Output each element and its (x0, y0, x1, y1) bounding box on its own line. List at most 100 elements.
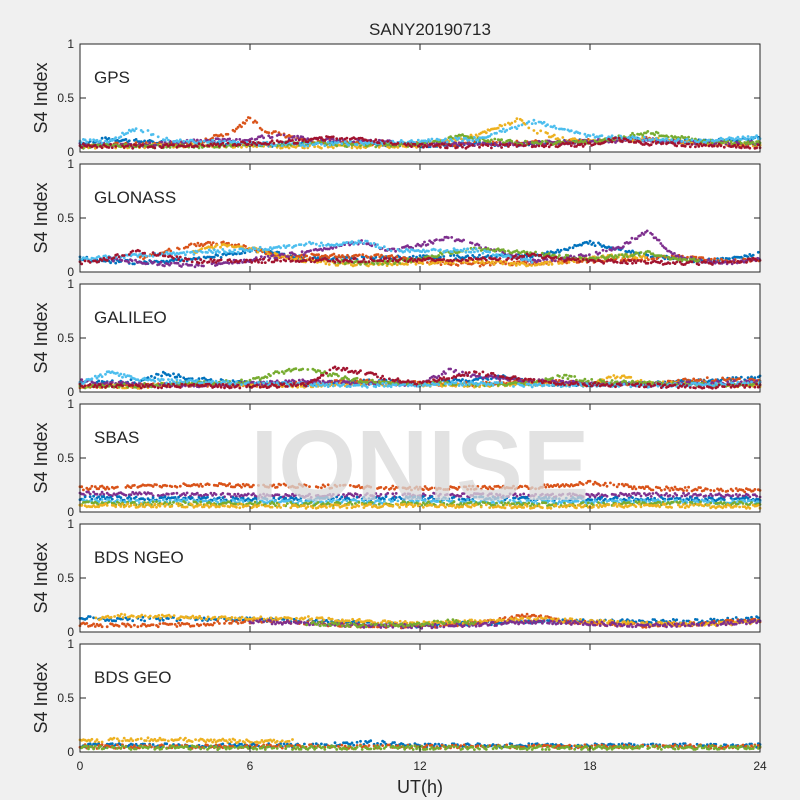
data-point-gps (466, 135, 469, 139)
data-point-gps (430, 137, 434, 141)
data-point-gps (580, 142, 583, 146)
data-point-gps (614, 136, 617, 140)
data-point-gps (467, 138, 471, 142)
data-point-glonass (639, 251, 643, 254)
data-point-glonass (488, 250, 492, 254)
data-point-gps (554, 126, 558, 130)
data-point-glonass (178, 255, 182, 259)
data-point-gps (218, 139, 221, 143)
data-point-gps (240, 125, 243, 129)
data-point-glonass (287, 244, 291, 247)
data-point-glonass (233, 248, 237, 252)
data-point-glonass (212, 255, 216, 259)
data-point-gps (508, 143, 512, 147)
data-point-gps (199, 140, 203, 144)
data-point-glonass (219, 258, 223, 262)
data-point-glonass (275, 252, 278, 256)
data-point-gps (211, 136, 215, 140)
data-point-gps (133, 129, 136, 133)
data-point-gps (323, 141, 327, 145)
data-point-gps (615, 139, 619, 143)
data-point-glonass (181, 263, 185, 266)
data-point-gps (552, 124, 556, 128)
data-point-glonass (442, 255, 446, 258)
data-point-gps (469, 133, 473, 137)
data-point-galileo (175, 375, 179, 379)
data-point-glonass (202, 259, 206, 263)
data-point-glonass (739, 260, 743, 264)
data-point-gps (206, 138, 209, 142)
data-point-gps (296, 134, 299, 138)
data-point-gps (685, 137, 689, 141)
data-point-gps (250, 137, 254, 141)
data-point-gps (610, 140, 614, 144)
data-point-glonass (406, 263, 409, 266)
data-point-gps (151, 133, 155, 136)
data-point-glonass (186, 245, 190, 249)
data-point-glonass (450, 250, 454, 254)
data-point-gps (721, 141, 724, 145)
data-point-glonass (309, 249, 312, 253)
data-point-gps (260, 134, 264, 138)
data-point-glonass (576, 257, 580, 261)
data-point-gps (721, 137, 724, 141)
data-point-gps (644, 138, 648, 142)
data-point-glonass (704, 260, 707, 264)
data-point-gps (534, 122, 537, 125)
data-point-gps (755, 134, 758, 138)
data-point-gps (428, 139, 432, 143)
data-point-gps (697, 145, 701, 148)
data-point-glonass (200, 247, 204, 251)
data-point-gps (340, 137, 344, 140)
data-point-gps (670, 138, 673, 142)
data-point-glonass (345, 241, 349, 244)
data-point-gps (724, 141, 728, 144)
data-point-glonass (450, 236, 454, 239)
data-point-glonass (605, 249, 608, 253)
data-point-glonass (262, 257, 265, 261)
data-point-gps (751, 141, 755, 144)
data-point-gps (675, 144, 679, 148)
data-point-gps (233, 140, 237, 144)
data-point-glonass (423, 240, 426, 244)
data-point-gps (270, 135, 274, 139)
data-point-gps (471, 139, 475, 143)
data-point-gps (347, 143, 350, 147)
data-point-glonass (359, 263, 362, 266)
data-point-glonass (469, 250, 473, 254)
data-point-glonass (211, 241, 215, 245)
data-point-gps (119, 135, 123, 139)
data-point-glonass (452, 258, 456, 262)
data-point-gps (297, 138, 301, 142)
data-point-glonass (554, 250, 558, 254)
data-point-gps (280, 146, 284, 150)
data-point-gps (583, 142, 587, 146)
data-point-glonass (131, 249, 135, 253)
data-point-glonass (503, 250, 507, 253)
data-point-gps (445, 140, 449, 144)
data-point-gps (653, 133, 656, 137)
data-point-gps (233, 129, 237, 133)
data-point-glonass (127, 261, 131, 264)
data-point-gps (532, 118, 536, 122)
data-point-gps (246, 142, 250, 146)
data-point-gps (474, 133, 478, 137)
data-point-glonass (109, 261, 112, 265)
data-point-glonass (267, 258, 271, 262)
data-point-gps (396, 141, 400, 145)
data-point-glonass (439, 248, 442, 252)
data-point-gps (207, 144, 211, 148)
data-point-glonass (476, 249, 480, 253)
data-point-gps (386, 140, 390, 143)
data-point-glonass (431, 241, 435, 245)
data-point-gps (442, 142, 446, 146)
data-point-gps (524, 139, 527, 143)
data-point-glonass (464, 250, 468, 254)
data-point-gps (593, 142, 597, 146)
data-point-gps (303, 144, 306, 148)
data-point-gps (287, 146, 291, 150)
data-point-glonass (728, 257, 731, 261)
data-point-gps (457, 136, 461, 140)
data-point-gps (733, 141, 736, 145)
data-point-glonass (513, 254, 517, 258)
